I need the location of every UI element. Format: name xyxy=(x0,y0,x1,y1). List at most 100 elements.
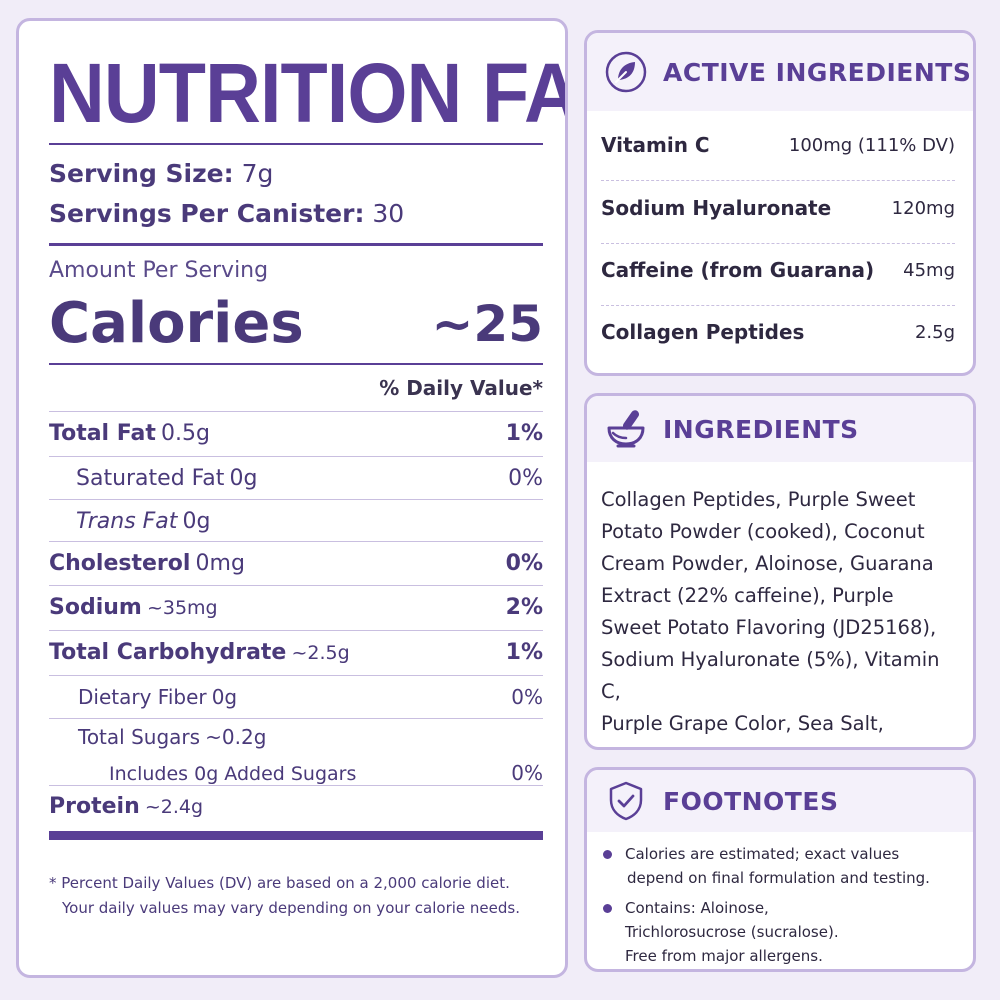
active-ingredients-title: ACTIVE INGREDIENTS xyxy=(663,57,972,87)
nutrient-dv: 0% xyxy=(505,551,543,576)
ingredients-card: INGREDIENTS Collagen Peptides, Purple Sw… xyxy=(584,393,976,750)
nutrient-dv: 1% xyxy=(505,640,543,665)
divider xyxy=(49,243,543,246)
calories-value: ~25 xyxy=(431,294,543,353)
divider xyxy=(49,143,543,145)
footnote-line-1: * Percent Daily Values (DV) are based on… xyxy=(49,874,510,892)
divider xyxy=(49,630,543,631)
mortar-pestle-icon xyxy=(603,406,649,452)
nutrient-label: Trans Fat xyxy=(76,509,178,534)
nutrient-label: Total Sugars xyxy=(78,725,201,749)
daily-value-header-label: % Daily Value* xyxy=(379,376,543,400)
nutrient-amount: ~2.5g xyxy=(291,642,350,664)
footnote-text: Trichlorosucrose (sucralose). xyxy=(625,923,839,941)
nutrient-dv: 2% xyxy=(505,595,543,620)
nutrient-label: Total Carbohydrate xyxy=(49,640,287,665)
ingredients-line: Extract (22% caffeine), Purple xyxy=(601,584,894,607)
ingredients-line: Potato Powder (cooked), Coconut xyxy=(601,520,925,543)
nutrient-row-trans-fat: Trans Fat 0g xyxy=(49,509,543,534)
nutrition-facts-panel: NUTRITION FACTS Serving Size: 7g Serving… xyxy=(16,18,568,978)
nutrient-label: Total Fat xyxy=(49,421,156,446)
divider xyxy=(601,305,955,306)
amount-per-serving: Amount Per Serving xyxy=(49,258,543,283)
active-ingredients-card: ACTIVE INGREDIENTS Vitamin C 100mg (111%… xyxy=(584,30,976,376)
divider xyxy=(49,718,543,719)
nutrient-label: Saturated Fat xyxy=(76,466,225,491)
divider xyxy=(49,499,543,500)
ingredients-line: Trichlorosucrose, Silicon Dioxide. xyxy=(601,740,961,747)
nutrient-label: Includes 0g Added Sugars xyxy=(109,763,357,785)
footnote-text: Contains: Aloinose, xyxy=(625,899,769,917)
divider xyxy=(601,180,955,181)
ingredients-line: Collagen Peptides, Purple Sweet xyxy=(601,488,916,511)
calories-label: Calories xyxy=(49,291,304,356)
ingredients-line: Cream Powder, Aloinose, Guarana xyxy=(601,552,934,575)
active-ingredient-name: Vitamin C xyxy=(601,133,710,157)
leaf-icon xyxy=(603,49,649,95)
daily-value-header: % Daily Value* xyxy=(49,376,543,400)
bullet-icon xyxy=(603,850,612,859)
serving-size: Serving Size: 7g xyxy=(49,159,543,188)
nutrient-row-added-sugars: Includes 0g Added Sugars 0% xyxy=(49,761,543,785)
divider xyxy=(49,585,543,586)
active-ingredient-value: 100mg (111% DV) xyxy=(788,134,955,156)
active-ingredient-row: Vitamin C 100mg (111% DV) xyxy=(601,133,955,157)
footnotes-list: Calories are estimated; exact values dep… xyxy=(601,842,971,969)
nutrient-amount: 0g xyxy=(211,685,238,709)
serving-size-label: Serving Size: xyxy=(49,159,234,188)
nutrient-amount: 0g xyxy=(229,466,258,491)
footnote-item: Calories are estimated; exact values dep… xyxy=(601,842,971,890)
ingredients-line: Sodium Hyaluronate (5%), Vitamin C, xyxy=(601,648,940,703)
daily-value-footnote: * Percent Daily Values (DV) are based on… xyxy=(49,871,549,921)
nutrient-amount: ~0.2g xyxy=(205,725,267,749)
nutrient-label: Cholesterol xyxy=(49,551,191,576)
ingredients-title: INGREDIENTS xyxy=(663,414,859,444)
nutrient-amount: ~35mg xyxy=(146,597,218,619)
ingredients-list: Collagen Peptides, Purple Sweet Potato P… xyxy=(601,484,961,747)
footnotes-card: FOOTNOTES Calories are estimated; exact … xyxy=(584,767,976,972)
nutrient-row-saturated-fat: Saturated Fat 0g 0% xyxy=(49,466,543,491)
nutrient-dv: 0% xyxy=(511,685,543,709)
active-ingredient-row: Caffeine (from Guarana) 45mg xyxy=(601,258,955,282)
nutrient-dv: 1% xyxy=(505,421,543,446)
amount-per-serving-label: Amount Per Serving xyxy=(49,258,269,283)
divider xyxy=(49,411,543,412)
footnotes-title: FOOTNOTES xyxy=(663,786,839,816)
nutrient-row-total-sugars: Total Sugars ~0.2g xyxy=(49,725,543,749)
divider xyxy=(49,456,543,457)
divider xyxy=(49,785,543,786)
nutrient-amount: 0mg xyxy=(195,551,245,576)
ingredients-line: Sweet Potato Flavoring (JD25168), xyxy=(601,616,937,639)
footnote-text: Calories are estimated; exact values xyxy=(625,845,900,863)
active-ingredient-name: Caffeine (from Guarana) xyxy=(601,258,875,282)
thick-divider xyxy=(49,831,543,840)
divider xyxy=(49,363,543,365)
nutrient-row-total-carbohydrate: Total Carbohydrate ~2.5g 1% xyxy=(49,640,543,665)
divider xyxy=(49,541,543,542)
nutrient-dv: 0% xyxy=(511,761,543,785)
nutrient-row-dietary-fiber: Dietary Fiber 0g 0% xyxy=(49,685,543,709)
shield-check-icon xyxy=(603,778,649,824)
nutrient-row-cholesterol: Cholesterol 0mg 0% xyxy=(49,551,543,576)
active-ingredient-name: Sodium Hyaluronate xyxy=(601,196,832,220)
serving-size-value: 7g xyxy=(241,159,274,188)
calories-row: Calories ~25 xyxy=(49,291,543,356)
servings-value: 30 xyxy=(372,199,405,228)
active-ingredient-value: 120mg xyxy=(891,197,955,219)
nutrient-label: Protein xyxy=(49,794,140,819)
nutrient-row-protein: Protein ~2.4g xyxy=(49,794,543,819)
footnote-text: depend on final formulation and testing. xyxy=(627,869,930,887)
footnote-line-2: Your daily values may vary depending on … xyxy=(62,899,520,917)
active-ingredient-row: Collagen Peptides 2.5g xyxy=(601,320,955,344)
footnote-text: Free from major allergens. xyxy=(625,947,823,965)
active-ingredient-value: 45mg xyxy=(903,259,955,281)
bullet-icon xyxy=(603,904,612,913)
nutrient-dv: 0% xyxy=(508,466,543,491)
nutrient-amount: 0g xyxy=(182,509,211,534)
divider xyxy=(601,243,955,244)
nutrient-amount: ~2.4g xyxy=(144,796,204,818)
divider xyxy=(49,675,543,676)
active-ingredient-name: Collagen Peptides xyxy=(601,320,805,344)
active-ingredient-value: 2.5g xyxy=(914,321,955,343)
footnote-item: Contains: Aloinose, Trichlorosucrose (su… xyxy=(601,896,971,968)
